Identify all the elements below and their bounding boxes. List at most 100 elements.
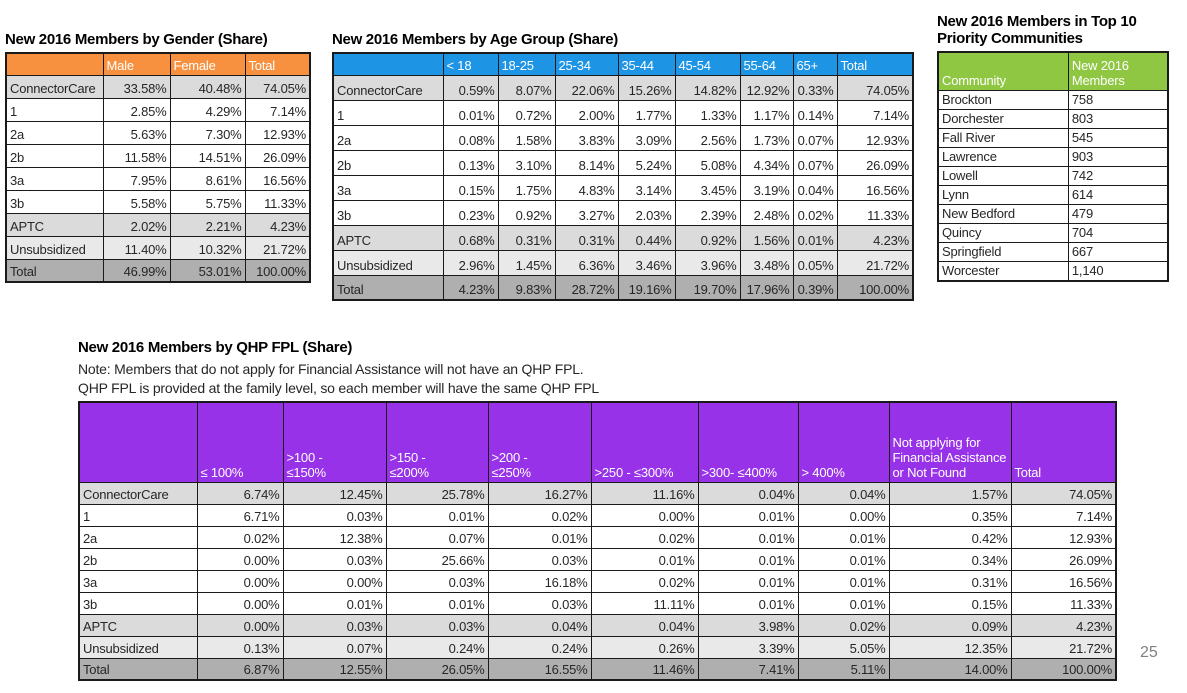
data-cell: 0.04% — [797, 481, 890, 505]
data-cell: 1.75% — [497, 174, 556, 201]
table-row: APTC 2.02% 2.21% 4.23% — [5, 212, 311, 237]
data-cell: 1.57% — [888, 481, 1012, 505]
table-row: Dorchester 803 — [937, 108, 1169, 129]
table-row: 2b 0.00% 0.03% 25.66% 0.03% 0.01% 0.01% 0.01% 0.… — [78, 547, 1117, 571]
column-header-cell: 25-34 — [554, 52, 619, 76]
data-cell: 0.03% — [282, 613, 387, 637]
age-table-title: New 2016 Members by Age Group (Share) — [332, 31, 618, 48]
data-cell: 614 — [1067, 184, 1169, 205]
table-row: 3b 0.23% 0.92% 3.27% 2.03% 2.39% 2.48% 0.02% 11.… — [332, 199, 914, 226]
data-cell: 667 — [1067, 241, 1169, 262]
data-cell: 74.05% — [1010, 481, 1117, 505]
data-cell: 0.00% — [196, 591, 284, 615]
column-header-cell: >300- ≤400% — [697, 401, 799, 483]
data-cell: 22.06% — [554, 74, 619, 101]
data-cell: 2.02% — [102, 212, 171, 237]
table-row: Lynn 614 — [937, 184, 1169, 205]
data-cell: 1.73% — [739, 124, 794, 151]
gender-table: Male Female Total ConnectorCare 33.58% 40.48%… — [5, 52, 311, 283]
data-cell: 17.96% — [739, 274, 794, 301]
communities-table-title: New 2016 Members in Top 10 Priority Comm… — [937, 13, 1137, 47]
data-cell: 7.14% — [836, 99, 914, 126]
data-cell: 12.55% — [282, 657, 387, 681]
column-header-cell: ≤ 100% — [196, 401, 284, 483]
data-cell: 545 — [1067, 127, 1169, 148]
data-cell: 0.44% — [617, 224, 676, 251]
data-cell: 2.39% — [674, 199, 741, 226]
data-cell: 100.00% — [1010, 657, 1117, 681]
data-cell: 0.42% — [888, 525, 1012, 549]
data-cell: 11.58% — [102, 143, 171, 168]
data-cell: 0.09% — [888, 613, 1012, 637]
data-cell: 0.07% — [792, 124, 838, 151]
table-row: 2a 5.63% 7.30% 12.93% — [5, 120, 311, 145]
data-cell: 33.58% — [102, 74, 171, 99]
data-cell: 2.48% — [739, 199, 794, 226]
communities-table-section: New 2016 Members in Top 10 Priority Comm… — [937, 13, 1169, 282]
data-cell: 0.01% — [282, 591, 387, 615]
data-cell: 0.01% — [697, 503, 799, 527]
header-row: Community New 2016 Members — [937, 51, 1169, 91]
data-cell: 21.72% — [1010, 635, 1117, 659]
row-label-cell: 2b — [78, 547, 198, 571]
table-row: 1 6.71% 0.03% 0.01% 0.02% 0.00% 0.01% 0.00% 0.35… — [78, 503, 1117, 527]
data-cell: 0.13% — [196, 635, 284, 659]
data-cell: 2.85% — [102, 97, 171, 122]
column-header-cell: 35-44 — [617, 52, 676, 76]
data-cell: 0.02% — [797, 613, 890, 637]
data-cell: 0.00% — [196, 547, 284, 571]
data-cell: 0.26% — [590, 635, 699, 659]
row-label-cell: 3a — [332, 174, 444, 201]
column-header-cell: >150 - ≤200% — [385, 401, 489, 483]
column-header-cell — [332, 52, 444, 76]
data-cell: 0.04% — [792, 174, 838, 201]
data-cell: 0.07% — [385, 525, 489, 549]
data-cell: 8.61% — [169, 166, 246, 191]
column-header-cell: 45-54 — [674, 52, 741, 76]
data-cell: 0.59% — [442, 74, 499, 101]
table-row: Unsubsidized 0.13% 0.07% 0.24% 0.24% 0.26% 3.3… — [78, 635, 1117, 659]
table-row: 3a 0.00% 0.00% 0.03% 16.18% 0.02% 0.01% 0.01% 0.… — [78, 569, 1117, 593]
data-cell: 0.15% — [442, 174, 499, 201]
data-cell: 14.82% — [674, 74, 741, 101]
data-cell: 0.01% — [590, 547, 699, 571]
data-cell: 0.00% — [196, 613, 284, 637]
data-cell: 14.51% — [169, 143, 246, 168]
data-cell: 0.68% — [442, 224, 499, 251]
data-cell: 11.33% — [244, 189, 311, 214]
data-cell: 16.56% — [1010, 569, 1117, 593]
table-row: Total 46.99% 53.01% 100.00% — [5, 258, 311, 283]
column-header-cell — [5, 52, 104, 76]
row-label-cell: Fall River — [937, 127, 1069, 148]
data-cell: 3.98% — [697, 613, 799, 637]
table-row: Unsubsidized 2.96% 1.45% 6.36% 3.46% 3.96% 3.4… — [332, 249, 914, 276]
data-cell: 11.33% — [836, 199, 914, 226]
data-cell: 5.75% — [169, 189, 246, 214]
data-cell: 3.45% — [674, 174, 741, 201]
header-row: Male Female Total — [5, 52, 311, 76]
data-cell: 0.01% — [797, 569, 890, 593]
data-cell: 0.00% — [590, 503, 699, 527]
table-row: ConnectorCare 6.74% 12.45% 25.78% 16.27% 11.1… — [78, 481, 1117, 505]
row-label-cell: ConnectorCare — [332, 74, 444, 101]
data-cell: 1.56% — [739, 224, 794, 251]
data-cell: 3.10% — [497, 149, 556, 176]
data-cell: 11.11% — [590, 591, 699, 615]
data-cell: 3.46% — [617, 249, 676, 276]
data-cell: 1.45% — [497, 249, 556, 276]
data-cell: 4.23% — [1010, 613, 1117, 637]
data-cell: 0.31% — [554, 224, 619, 251]
data-cell: 15.26% — [617, 74, 676, 101]
data-cell: 4.83% — [554, 174, 619, 201]
fpl-table-section: New 2016 Members by QHP FPL (Share) Note… — [78, 339, 1118, 681]
row-label-cell: Lynn — [937, 184, 1069, 205]
column-header-cell: >200 - ≤250% — [487, 401, 592, 483]
data-cell: 12.93% — [836, 124, 914, 151]
data-cell: 16.56% — [836, 174, 914, 201]
table-row: Fall River 545 — [937, 127, 1169, 148]
data-cell: 2.56% — [674, 124, 741, 151]
fpl-table-title: New 2016 Members by QHP FPL (Share) — [78, 339, 353, 356]
row-label-cell: 3b — [78, 591, 198, 615]
data-cell: 10.32% — [169, 235, 246, 260]
